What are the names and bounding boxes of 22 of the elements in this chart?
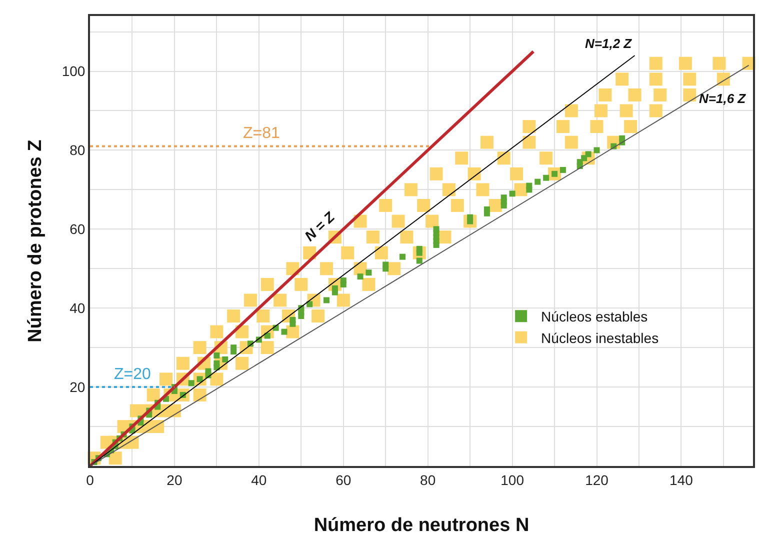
series-label: Z=81 bbox=[243, 125, 280, 142]
x-tick-label: 100 bbox=[500, 472, 524, 488]
y-tick-label: 60 bbox=[70, 221, 86, 238]
series-label: N=1,2 Z bbox=[585, 36, 633, 51]
legend-label: Núcleos estables bbox=[541, 308, 648, 325]
y-tick-label: 20 bbox=[70, 378, 86, 395]
x-tick-label: 120 bbox=[585, 472, 609, 488]
legend-label: Núcleos inestables bbox=[541, 330, 659, 346]
x-tick-label: 20 bbox=[166, 472, 182, 488]
x-tick-label: 140 bbox=[670, 472, 694, 488]
y-tick-label: 100 bbox=[62, 63, 86, 80]
series-label: Z=20 bbox=[114, 366, 152, 383]
series-label: N=1,6 Z bbox=[699, 91, 747, 106]
y-tick-label: 80 bbox=[70, 142, 86, 158]
y-axis-title: Número de protones Z bbox=[25, 139, 46, 342]
x-tick-label: 80 bbox=[420, 472, 436, 488]
x-tick-label: 40 bbox=[251, 472, 267, 488]
x-tick-label: 0 bbox=[86, 472, 94, 488]
y-tick-label: 40 bbox=[70, 300, 86, 316]
x-tick-label: 60 bbox=[336, 472, 352, 488]
text: N = Z bbox=[301, 208, 338, 244]
x-axis-title: Número de neutrones N bbox=[314, 515, 530, 536]
